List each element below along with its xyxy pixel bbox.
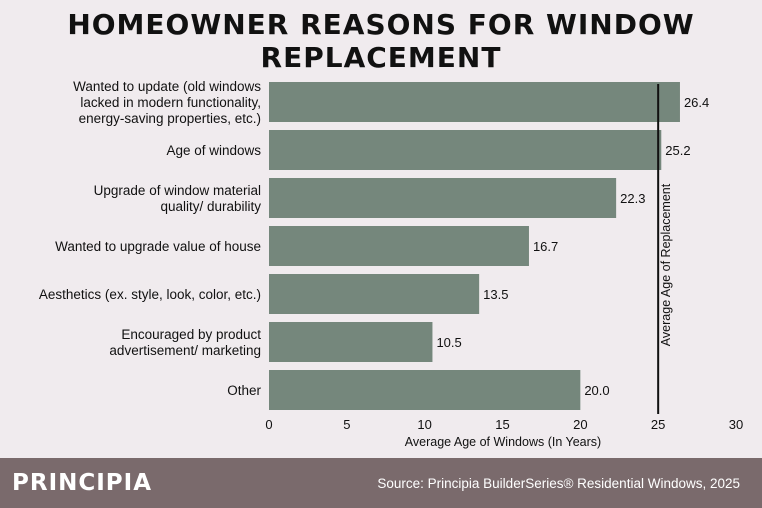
x-tick-label-1: 5	[343, 417, 350, 432]
category-label-0: Wanted to update (old windows lacked in m…	[73, 79, 261, 126]
value-label-6: 20.0	[584, 383, 609, 398]
bar-chart: 26.4 Wanted to update (old windows lacked …	[39, 79, 743, 449]
category-label-2: Upgrade of window material quality/ durab…	[94, 183, 262, 214]
bar-5	[269, 322, 433, 362]
source-note: Source: Principia BuilderSeries® Residen…	[377, 476, 740, 491]
chart-title: HOMEOWNER REASONS FOR WINDOW REPLACEMENT	[67, 8, 695, 74]
x-axis-label: Average Age of Windows (In Years)	[405, 435, 601, 449]
value-label-0: 26.4	[684, 95, 709, 110]
bar-2	[269, 178, 617, 218]
value-label-3: 16.7	[533, 239, 558, 254]
category-label-line: Wanted to upgrade value of house	[55, 239, 261, 254]
category-label-line: Age of windows	[166, 143, 261, 158]
bar-4	[269, 274, 480, 314]
value-label-5: 10.5	[436, 335, 461, 350]
x-tick-label-3: 15	[495, 417, 509, 432]
bar-1	[269, 130, 662, 170]
category-label-line: Wanted to update (old windows	[73, 79, 261, 94]
x-tick-label-5: 25	[651, 417, 665, 432]
bar-3	[269, 226, 529, 266]
category-label-line: quality/ durability	[160, 199, 261, 214]
brand-logo: PRINCIPIA	[12, 470, 153, 496]
bar-0	[269, 82, 680, 122]
category-label-5: Encouraged by product advertisement/ mark…	[109, 327, 261, 358]
category-label-3: Wanted to upgrade value of house	[55, 239, 261, 254]
bar-6	[269, 370, 581, 410]
x-tick-label-6: 30	[729, 417, 743, 432]
category-label-line: energy-saving properties, etc.)	[79, 111, 261, 126]
x-tick-label-4: 20	[573, 417, 587, 432]
category-label-line: advertisement/ marketing	[109, 343, 261, 358]
category-label-1: Age of windows	[166, 143, 261, 158]
value-label-4: 13.5	[483, 287, 508, 302]
category-label-6: Other	[227, 383, 261, 398]
category-label-line: Other	[227, 383, 261, 398]
footer-bar: PRINCIPIA Source: Principia BuilderSerie…	[0, 458, 762, 508]
category-label-line: Encouraged by product	[121, 327, 261, 342]
reference-line-label: Average Age of Replacement	[659, 183, 673, 346]
category-label-line: lacked in modern functionality,	[80, 95, 261, 110]
x-tick-label-0: 0	[265, 417, 272, 432]
x-tick-label-2: 10	[417, 417, 431, 432]
category-label-4: Aesthetics (ex. style, look, color, etc.…	[39, 287, 261, 302]
value-label-1: 25.2	[665, 143, 690, 158]
value-label-2: 22.3	[620, 191, 645, 206]
category-label-line: Upgrade of window material	[94, 183, 261, 198]
category-label-line: Aesthetics (ex. style, look, color, etc.…	[39, 287, 261, 302]
